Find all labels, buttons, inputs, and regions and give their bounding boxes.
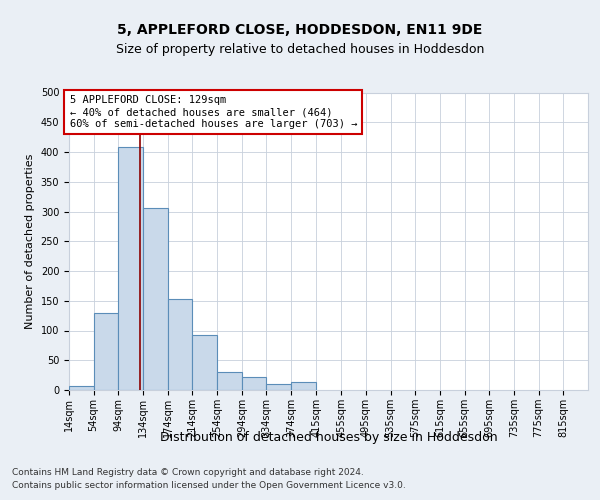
- Text: 5, APPLEFORD CLOSE, HODDESDON, EN11 9DE: 5, APPLEFORD CLOSE, HODDESDON, EN11 9DE: [118, 22, 482, 36]
- Text: Size of property relative to detached houses in Hoddesdon: Size of property relative to detached ho…: [116, 42, 484, 56]
- Bar: [266, 384, 291, 390]
- Text: Distribution of detached houses by size in Hoddesdon: Distribution of detached houses by size …: [160, 431, 497, 444]
- Text: Contains HM Land Registry data © Crown copyright and database right 2024.: Contains HM Land Registry data © Crown c…: [12, 468, 364, 477]
- Bar: [118, 147, 143, 390]
- Bar: [242, 377, 266, 390]
- Bar: [168, 299, 193, 390]
- Bar: [94, 312, 118, 390]
- Bar: [217, 372, 242, 390]
- Bar: [291, 382, 316, 390]
- Bar: [143, 208, 168, 390]
- Y-axis label: Number of detached properties: Number of detached properties: [25, 154, 35, 329]
- Bar: [193, 336, 217, 390]
- Text: 5 APPLEFORD CLOSE: 129sqm
← 40% of detached houses are smaller (464)
60% of semi: 5 APPLEFORD CLOSE: 129sqm ← 40% of detac…: [70, 96, 357, 128]
- Text: Contains public sector information licensed under the Open Government Licence v3: Contains public sector information licen…: [12, 480, 406, 490]
- Bar: [69, 386, 94, 390]
